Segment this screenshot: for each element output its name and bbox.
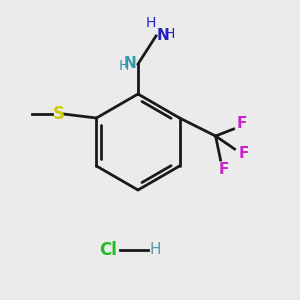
- Text: H: H: [146, 16, 156, 30]
- Text: S: S: [52, 105, 64, 123]
- Text: N: N: [123, 56, 136, 71]
- Text: F: F: [238, 146, 249, 161]
- Text: F: F: [236, 116, 247, 131]
- Text: H: H: [119, 59, 129, 73]
- Text: F: F: [218, 163, 229, 178]
- Text: N: N: [157, 28, 170, 44]
- Text: Cl: Cl: [99, 241, 117, 259]
- Text: H: H: [165, 27, 175, 41]
- Text: H: H: [149, 242, 161, 257]
